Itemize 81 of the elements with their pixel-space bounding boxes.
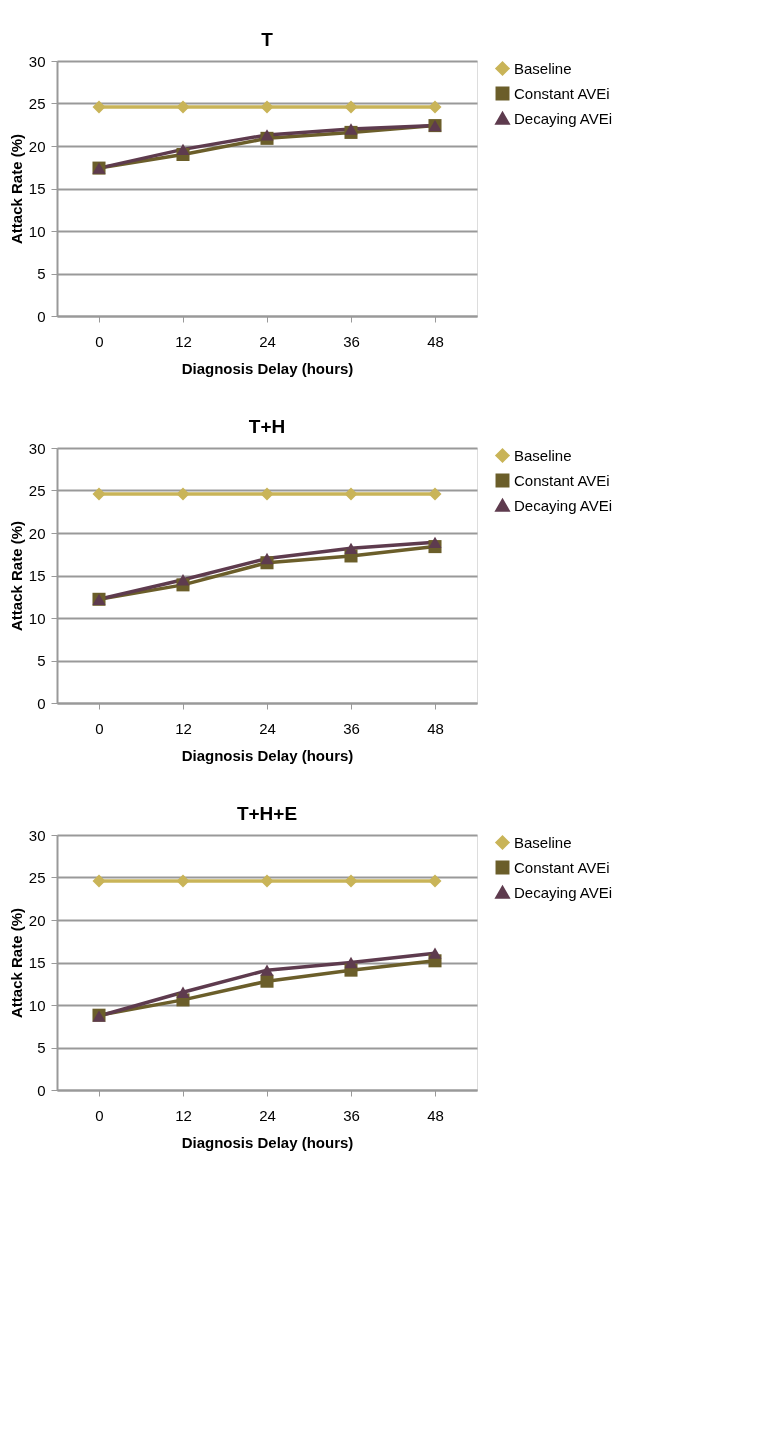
legend-label: Baseline — [514, 446, 572, 464]
x-tick-label: 36 — [343, 1106, 360, 1124]
point — [176, 574, 190, 586]
point — [344, 956, 358, 969]
point — [92, 874, 106, 888]
point — [260, 129, 274, 141]
point — [92, 487, 106, 501]
y-tick-label: 5 — [37, 652, 46, 669]
x-tick-label: 0 — [95, 1106, 104, 1124]
legend-label: Constant AVEi — [514, 858, 610, 876]
y-axis-title: Attack Rate (%) — [7, 907, 25, 1019]
x-tick-label: 48 — [427, 1106, 444, 1124]
y-tick-label: 25 — [28, 869, 46, 886]
point — [260, 874, 274, 888]
legend-label: Constant AVEi — [514, 471, 610, 489]
y-axis-title: Attack Rate (%) — [7, 133, 25, 245]
x-axis-title: Diagnosis Delay (hours) — [181, 359, 354, 377]
x-tick-label: 12 — [175, 332, 192, 350]
point — [344, 100, 358, 114]
point — [260, 487, 274, 501]
point — [428, 536, 442, 548]
y-tick-label: 15 — [28, 180, 46, 197]
x-tick-label: 0 — [95, 332, 104, 350]
point — [428, 100, 442, 114]
point — [176, 874, 190, 888]
x-tick-label: 12 — [175, 1106, 192, 1124]
y-tick-label: 10 — [28, 609, 46, 627]
y-tick-label: 20 — [28, 911, 46, 929]
y-tick-label: 0 — [37, 307, 46, 325]
y-tick-label: 0 — [37, 1081, 46, 1099]
point — [344, 123, 358, 135]
y-tick-label: 5 — [37, 265, 46, 282]
y-axis-title: Attack Rate (%) — [7, 520, 25, 632]
point — [260, 974, 274, 988]
y-tick-label: 0 — [37, 694, 46, 712]
point — [428, 947, 442, 959]
point — [344, 487, 358, 501]
y-tick-label: 30 — [28, 826, 46, 844]
chart-title: T+H+E — [236, 803, 298, 824]
point — [344, 542, 358, 554]
x-axis-title: Diagnosis Delay (hours) — [181, 746, 354, 764]
legend-label: Decaying AVEi — [514, 883, 613, 901]
x-tick-label: 24 — [259, 1106, 276, 1124]
y-tick-label: 25 — [28, 95, 46, 112]
x-tick-label: 48 — [427, 332, 444, 350]
x-tick-label: 36 — [343, 719, 360, 737]
legend-label: Baseline — [514, 833, 572, 851]
y-tick-label: 30 — [28, 52, 46, 70]
legend-label: Constant AVEi — [514, 84, 610, 102]
legend-label: Decaying AVEi — [514, 496, 613, 514]
chart-title: T+H — [248, 416, 286, 437]
y-tick-label: 25 — [28, 482, 46, 499]
point — [260, 964, 274, 976]
point — [176, 143, 190, 156]
y-tick-label: 15 — [28, 954, 46, 971]
y-tick-label: 30 — [28, 439, 46, 457]
point — [176, 986, 190, 998]
y-tick-label: 20 — [28, 137, 46, 155]
legend-label: Baseline — [514, 59, 572, 77]
chart-title: T — [261, 29, 274, 50]
point — [92, 100, 106, 114]
point — [428, 874, 442, 888]
y-tick-label: 5 — [37, 1039, 46, 1056]
x-tick-label: 24 — [259, 719, 276, 737]
point — [344, 874, 358, 888]
y-tick-label: 20 — [28, 524, 46, 542]
point — [176, 100, 190, 114]
point — [260, 100, 274, 114]
y-tick-label: 10 — [28, 996, 46, 1014]
x-axis-title: Diagnosis Delay (hours) — [181, 1133, 354, 1151]
x-tick-label: 36 — [343, 332, 360, 350]
y-tick-label: 10 — [28, 222, 46, 240]
y-tick-label: 15 — [28, 567, 46, 584]
x-tick-label: 0 — [95, 719, 104, 737]
point — [428, 487, 442, 501]
point — [260, 552, 274, 565]
x-tick-label: 48 — [427, 719, 444, 737]
legend-label: Decaying AVEi — [514, 109, 613, 127]
point — [176, 487, 190, 501]
x-tick-label: 24 — [259, 332, 276, 350]
x-tick-label: 12 — [175, 719, 192, 737]
